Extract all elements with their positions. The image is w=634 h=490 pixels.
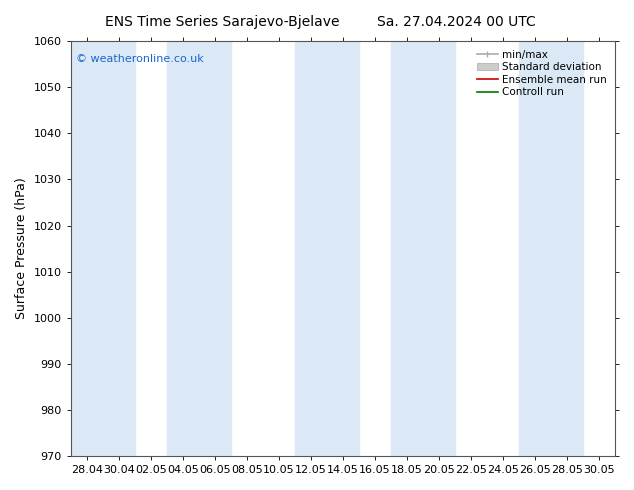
Bar <box>519 41 583 456</box>
Y-axis label: Surface Pressure (hPa): Surface Pressure (hPa) <box>15 178 28 319</box>
Bar <box>295 41 359 456</box>
Bar <box>71 41 134 456</box>
Text: ENS Time Series Sarajevo-Bjelave: ENS Time Series Sarajevo-Bjelave <box>105 15 339 29</box>
Text: Sa. 27.04.2024 00 UTC: Sa. 27.04.2024 00 UTC <box>377 15 536 29</box>
Legend: min/max, Standard deviation, Ensemble mean run, Controll run: min/max, Standard deviation, Ensemble me… <box>474 47 610 100</box>
Text: © weatheronline.co.uk: © weatheronline.co.uk <box>76 54 204 64</box>
Bar <box>167 41 231 456</box>
Bar <box>391 41 455 456</box>
